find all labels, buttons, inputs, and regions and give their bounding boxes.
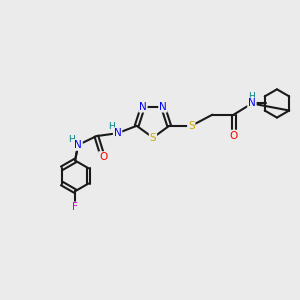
Text: S: S — [150, 133, 156, 142]
Text: N: N — [159, 102, 167, 112]
Text: N: N — [74, 140, 82, 150]
Text: H: H — [249, 92, 255, 101]
Text: F: F — [72, 202, 78, 212]
Text: H: H — [68, 135, 75, 144]
Text: S: S — [188, 121, 195, 131]
Text: N: N — [114, 128, 122, 138]
Text: N: N — [248, 98, 256, 109]
Text: N: N — [139, 102, 147, 112]
Text: H: H — [108, 122, 115, 131]
Text: O: O — [99, 152, 107, 162]
Text: O: O — [230, 130, 238, 140]
